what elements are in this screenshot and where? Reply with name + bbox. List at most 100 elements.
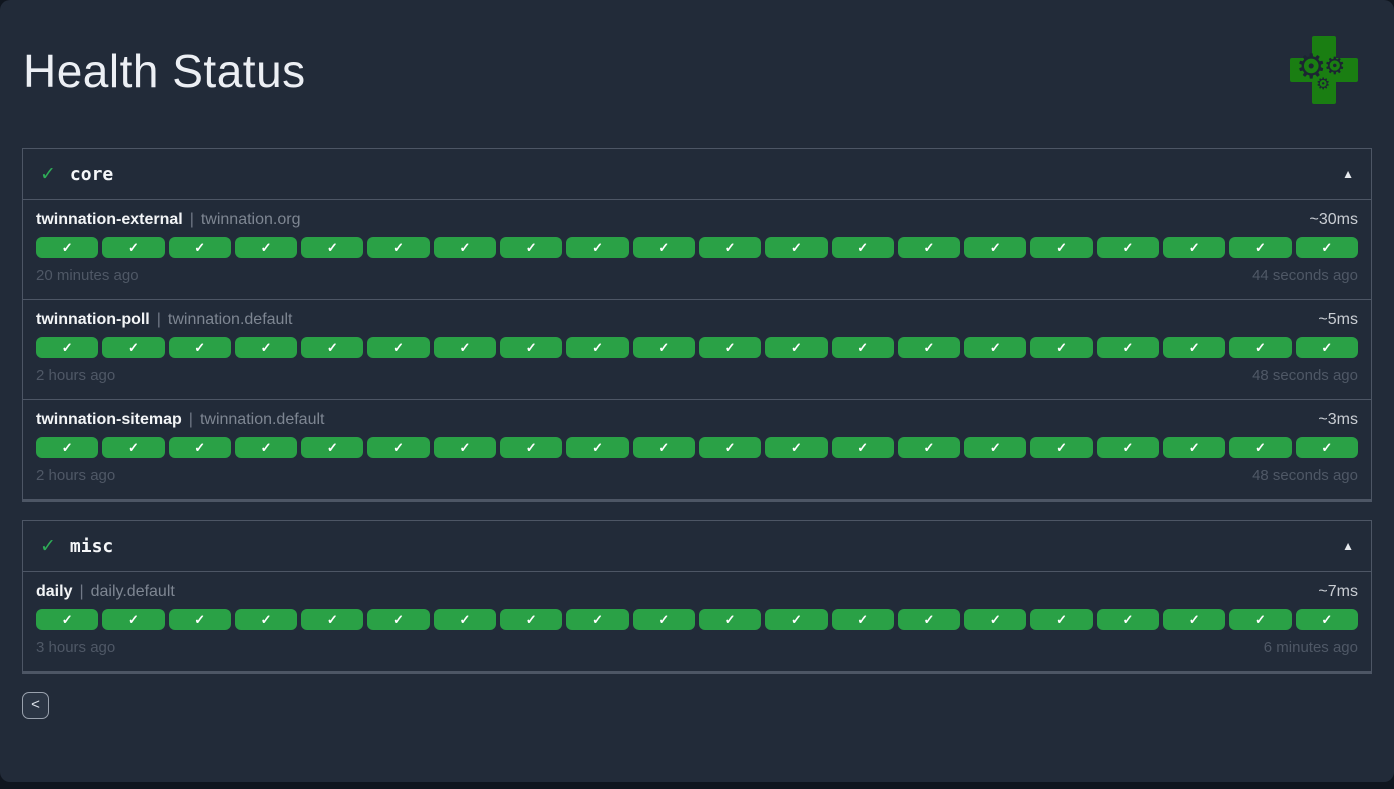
health-check-badge-up[interactable]: ✓ (168, 437, 231, 458)
health-check-badge-up[interactable]: ✓ (301, 609, 364, 630)
health-check-badge-up[interactable]: ✓ (367, 609, 430, 630)
health-check-badge-up[interactable]: ✓ (1096, 237, 1160, 258)
health-check-badge-up[interactable]: ✓ (632, 237, 695, 258)
health-check-badge-up[interactable]: ✓ (765, 609, 828, 630)
health-check-badge-up[interactable]: ✓ (632, 437, 695, 458)
health-check-badge-up[interactable]: ✓ (964, 437, 1027, 458)
health-check-badge-up[interactable]: ✓ (632, 337, 695, 358)
service-response-time: ~30ms (1309, 211, 1358, 228)
health-check-badge-up[interactable]: ✓ (1163, 609, 1226, 630)
health-check-badge-up[interactable]: ✓ (102, 337, 165, 358)
health-check-badge-up[interactable]: ✓ (1229, 437, 1292, 458)
health-check-badge-up[interactable]: ✓ (500, 237, 563, 258)
service-separator: | (189, 211, 194, 228)
oldest-result-age: 2 hours ago (36, 367, 116, 384)
health-check-badge-up[interactable]: ✓ (168, 609, 231, 630)
health-check-badge-up[interactable]: ✓ (1295, 609, 1358, 630)
health-check-badge-up[interactable]: ✓ (1030, 437, 1093, 458)
health-check-badge-up[interactable]: ✓ (1096, 609, 1160, 630)
health-check-badge-up[interactable]: ✓ (234, 437, 298, 458)
health-check-badge-up[interactable]: ✓ (831, 437, 894, 458)
health-check-badge-up[interactable]: ✓ (168, 237, 231, 258)
health-check-badge-up[interactable]: ✓ (433, 609, 497, 630)
group-header-core[interactable]: ✓ core ▲ (23, 149, 1371, 199)
group-header-misc[interactable]: ✓ misc ▲ (23, 521, 1371, 571)
health-check-badge-up[interactable]: ✓ (301, 437, 364, 458)
health-check-badge-up[interactable]: ✓ (1163, 337, 1226, 358)
previous-page-button[interactable]: < (22, 692, 49, 719)
health-check-badge-up[interactable]: ✓ (367, 437, 430, 458)
health-check-badge-up[interactable]: ✓ (897, 437, 961, 458)
health-check-badge-up[interactable]: ✓ (433, 237, 497, 258)
health-check-badge-up[interactable]: ✓ (1096, 437, 1160, 458)
collapse-triangle-icon[interactable]: ▲ (1342, 539, 1354, 553)
health-check-badge-up[interactable]: ✓ (367, 237, 430, 258)
health-check-badge-up[interactable]: ✓ (234, 337, 298, 358)
health-check-badge-up[interactable]: ✓ (1030, 337, 1093, 358)
health-check-badge-up[interactable]: ✓ (36, 237, 99, 258)
health-check-badge-up[interactable]: ✓ (566, 237, 629, 258)
health-check-badge-up[interactable]: ✓ (36, 609, 99, 630)
health-check-badge-up[interactable]: ✓ (1030, 237, 1093, 258)
health-check-badge-up[interactable]: ✓ (1295, 437, 1358, 458)
health-check-badge-up[interactable]: ✓ (765, 337, 828, 358)
health-check-badge-up[interactable]: ✓ (433, 437, 497, 458)
newest-result-age: 44 seconds ago (1252, 267, 1358, 284)
health-check-badge-up[interactable]: ✓ (897, 237, 961, 258)
health-check-badge-up[interactable]: ✓ (1229, 609, 1292, 630)
health-check-badge-up[interactable]: ✓ (897, 337, 961, 358)
health-check-badge-up[interactable]: ✓ (632, 609, 695, 630)
health-check-badge-up[interactable]: ✓ (765, 437, 828, 458)
service-row-twinnation-sitemap: twinnation-sitemap | twinnation.default ~3m… (23, 399, 1371, 499)
collapse-triangle-icon[interactable]: ▲ (1342, 167, 1354, 181)
newest-result-age: 6 minutes ago (1263, 639, 1358, 656)
service-response-time: ~5ms (1318, 311, 1358, 328)
health-check-badge-up[interactable]: ✓ (234, 237, 298, 258)
gear-icon: ⚙ (1324, 52, 1346, 80)
health-check-badge-up[interactable]: ✓ (964, 337, 1027, 358)
health-check-badge-up[interactable]: ✓ (500, 337, 563, 358)
health-check-badge-up[interactable]: ✓ (765, 237, 828, 258)
health-check-badge-up[interactable]: ✓ (168, 337, 231, 358)
health-check-badge-up[interactable]: ✓ (102, 437, 165, 458)
health-check-badge-up[interactable]: ✓ (1163, 437, 1226, 458)
health-check-badge-up[interactable]: ✓ (36, 437, 99, 458)
health-check-badge-up[interactable]: ✓ (698, 237, 762, 258)
health-check-badge-up[interactable]: ✓ (301, 337, 364, 358)
health-check-badge-up[interactable]: ✓ (1295, 337, 1358, 358)
health-check-badge-up[interactable]: ✓ (897, 609, 961, 630)
health-check-badge-up[interactable]: ✓ (698, 609, 762, 630)
health-check-badge-up[interactable]: ✓ (566, 337, 629, 358)
health-check-history: ✓ ✓ ✓ ✓ ✓ ✓ ✓ ✓ ✓ ✓ ✓ ✓ ✓ ✓ ✓ ✓ ✓ ✓ ✓ ✓ (36, 437, 1358, 458)
health-check-badge-up[interactable]: ✓ (102, 237, 165, 258)
health-check-badge-up[interactable]: ✓ (1229, 337, 1292, 358)
health-check-badge-up[interactable]: ✓ (698, 337, 762, 358)
health-check-badge-up[interactable]: ✓ (1295, 237, 1358, 258)
health-check-badge-up[interactable]: ✓ (1229, 237, 1292, 258)
health-check-badge-up[interactable]: ✓ (831, 237, 894, 258)
oldest-result-age: 3 hours ago (36, 639, 116, 656)
health-check-badge-up[interactable]: ✓ (831, 337, 894, 358)
health-check-badge-up[interactable]: ✓ (964, 609, 1027, 630)
health-check-badge-up[interactable]: ✓ (234, 609, 298, 630)
health-check-badge-up[interactable]: ✓ (566, 609, 629, 630)
health-check-badge-up[interactable]: ✓ (831, 609, 894, 630)
health-check-badge-up[interactable]: ✓ (1163, 237, 1226, 258)
health-check-badge-up[interactable]: ✓ (301, 237, 364, 258)
health-check-badge-up[interactable]: ✓ (1096, 337, 1160, 358)
status-groups: ✓ core ▲ twinnation-external | twinnation.org… (22, 148, 1372, 674)
gear-icon: ⚙ (1296, 47, 1327, 87)
group-status-check-icon: ✓ (40, 163, 56, 185)
health-check-badge-up[interactable]: ✓ (566, 437, 629, 458)
health-check-badge-up[interactable]: ✓ (500, 437, 563, 458)
health-check-badge-up[interactable]: ✓ (500, 609, 563, 630)
status-group-misc: ✓ misc ▲ daily | daily.default ~7ms ✓ ✓ ✓ ✓ ✓ ✓ ✓ ✓ ✓ ✓ ✓… (22, 520, 1372, 674)
health-check-badge-up[interactable]: ✓ (367, 337, 430, 358)
health-check-badge-up[interactable]: ✓ (698, 437, 762, 458)
health-check-badge-up[interactable]: ✓ (964, 237, 1027, 258)
service-title-row: twinnation-external | twinnation.org ~30ms (36, 211, 1358, 229)
health-check-badge-up[interactable]: ✓ (433, 337, 497, 358)
health-check-badge-up[interactable]: ✓ (102, 609, 165, 630)
health-check-badge-up[interactable]: ✓ (36, 337, 99, 358)
health-check-badge-up[interactable]: ✓ (1030, 609, 1093, 630)
